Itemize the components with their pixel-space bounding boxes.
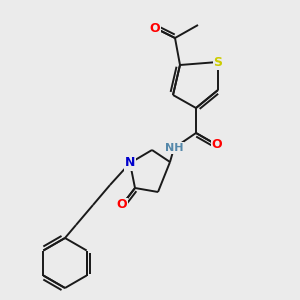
Text: N: N (125, 157, 135, 169)
Text: O: O (150, 22, 160, 34)
Text: NH: NH (165, 143, 183, 153)
Text: O: O (117, 199, 127, 212)
Text: S: S (214, 56, 223, 68)
Text: O: O (212, 139, 222, 152)
